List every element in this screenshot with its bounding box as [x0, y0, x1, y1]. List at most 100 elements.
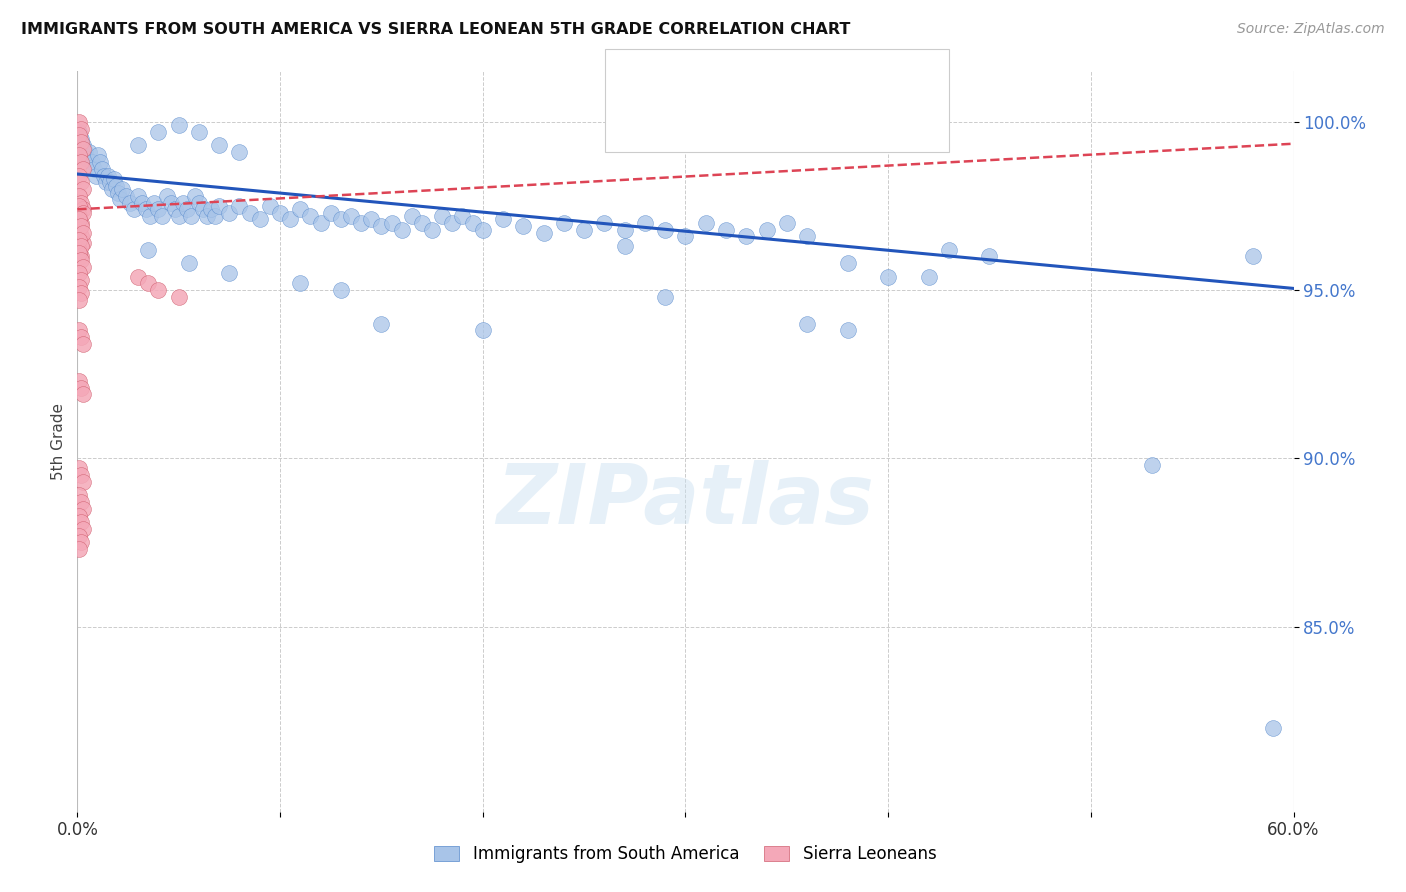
Point — [155, 189, 177, 203]
Point — [70, 286, 93, 301]
Point — [755, 222, 778, 236]
Point — [93, 169, 115, 183]
Point — [67, 189, 90, 203]
Point — [70, 273, 93, 287]
Point — [471, 222, 494, 236]
Point — [512, 219, 534, 234]
Point — [200, 202, 222, 217]
Point — [613, 222, 636, 236]
Point — [391, 222, 413, 236]
Point — [67, 488, 90, 502]
Text: N =: N = — [804, 114, 845, 132]
Point — [127, 269, 149, 284]
Point — [340, 209, 363, 223]
Point — [167, 290, 190, 304]
Point — [370, 317, 392, 331]
Point — [72, 387, 94, 401]
Point — [70, 495, 93, 509]
Point — [411, 216, 433, 230]
Y-axis label: 5th Grade: 5th Grade — [51, 403, 66, 480]
Point — [461, 216, 484, 230]
Point — [67, 508, 90, 523]
Point — [1140, 458, 1163, 472]
Point — [89, 155, 111, 169]
Point — [329, 283, 352, 297]
Text: Source: ZipAtlas.com: Source: ZipAtlas.com — [1237, 22, 1385, 37]
Point — [167, 209, 190, 223]
Point — [654, 290, 676, 304]
Point — [72, 475, 94, 489]
Point — [290, 277, 312, 291]
Point — [319, 205, 342, 219]
Point — [837, 323, 859, 337]
Point — [118, 195, 141, 210]
Point — [796, 317, 818, 331]
Point — [70, 381, 93, 395]
Text: 108: 108 — [849, 69, 887, 87]
Point — [675, 229, 697, 244]
Point — [111, 182, 134, 196]
Point — [492, 212, 515, 227]
Point — [188, 195, 211, 210]
Point — [131, 195, 153, 210]
Text: 58: 58 — [849, 114, 875, 132]
Point — [249, 212, 271, 227]
Point — [148, 202, 170, 217]
Point — [796, 229, 818, 244]
Point — [572, 222, 595, 236]
Point — [90, 161, 112, 176]
Point — [103, 172, 125, 186]
Point — [979, 249, 1001, 263]
Point — [67, 199, 90, 213]
Point — [98, 175, 121, 189]
Point — [380, 216, 402, 230]
Point — [72, 522, 94, 536]
Point — [533, 226, 555, 240]
Point — [67, 128, 90, 143]
Point — [163, 202, 186, 217]
Point — [695, 216, 717, 230]
Point — [72, 235, 94, 250]
Point — [634, 216, 657, 230]
Point — [72, 337, 94, 351]
Text: IMMIGRANTS FROM SOUTH AMERICA VS SIERRA LEONEAN 5TH GRADE CORRELATION CHART: IMMIGRANTS FROM SOUTH AMERICA VS SIERRA … — [21, 22, 851, 37]
Point — [67, 374, 90, 388]
Point — [67, 529, 90, 543]
Point — [67, 461, 90, 475]
Point — [72, 226, 94, 240]
Point — [360, 212, 382, 227]
Text: 0.047: 0.047 — [724, 114, 780, 132]
Point — [228, 199, 250, 213]
Point — [104, 178, 127, 193]
Point — [918, 269, 941, 284]
Point — [70, 229, 93, 244]
Point — [72, 138, 94, 153]
Point — [72, 260, 94, 274]
Point — [70, 175, 93, 189]
FancyBboxPatch shape — [620, 106, 659, 140]
Point — [938, 243, 960, 257]
Point — [139, 209, 162, 223]
Point — [152, 209, 174, 223]
Point — [167, 118, 190, 132]
Point — [218, 205, 240, 219]
Point — [329, 212, 352, 227]
Point — [101, 182, 124, 196]
Point — [208, 199, 231, 213]
Point — [299, 209, 322, 223]
Point — [70, 252, 93, 267]
Point — [67, 279, 90, 293]
Point — [67, 125, 90, 139]
Point — [228, 145, 250, 160]
Point — [67, 542, 90, 557]
Point — [67, 233, 90, 247]
Point — [735, 229, 758, 244]
Point — [72, 205, 94, 219]
Point — [654, 222, 676, 236]
Point — [290, 202, 312, 217]
Point — [70, 195, 93, 210]
Point — [1241, 249, 1264, 263]
Point — [67, 222, 90, 236]
Point — [191, 202, 214, 217]
Point — [72, 501, 94, 516]
